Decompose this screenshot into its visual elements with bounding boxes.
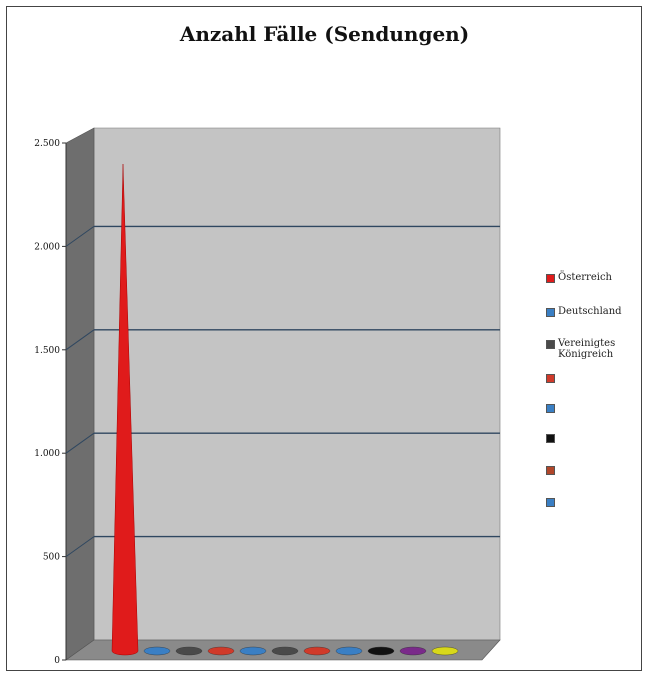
bar-series-9 — [399, 646, 427, 656]
legend-entry: Deutschland — [546, 306, 646, 317]
gridline-side — [65, 329, 95, 351]
legend-entry — [546, 372, 646, 383]
bar-series-1 — [143, 646, 171, 656]
legend-swatch — [546, 434, 555, 443]
bar-series-3 — [207, 646, 235, 656]
legend-entry — [546, 464, 646, 475]
bar-series-10 — [431, 646, 459, 656]
bar-series-6 — [303, 646, 331, 656]
bar-series-7 — [335, 646, 363, 656]
legend-swatch — [546, 274, 555, 283]
y-tick-label: 0 — [54, 656, 60, 666]
bar-series-0 — [111, 164, 139, 656]
side-wall — [65, 127, 95, 661]
legend-entry: Vereinigtes Königreich — [546, 338, 646, 360]
legend-swatch — [546, 308, 555, 317]
y-tick-label: 1.500 — [34, 346, 60, 356]
back-wall — [93, 127, 501, 641]
legend-label: Österreich — [558, 272, 612, 283]
bar-series-8 — [367, 646, 395, 656]
legend-swatch — [546, 340, 555, 349]
legend-swatch — [546, 374, 555, 383]
y-tick-label: 500 — [43, 553, 60, 563]
legend-label: Vereinigtes Königreich — [558, 338, 616, 360]
y-tick-label: 2.500 — [34, 139, 60, 149]
legend-entry — [546, 496, 646, 507]
legend-entry — [546, 432, 646, 443]
legend-swatch — [546, 466, 555, 475]
gridline-side — [65, 536, 95, 558]
legend-swatch — [546, 404, 555, 413]
bar-series-5 — [271, 646, 299, 656]
bar-series-2 — [175, 646, 203, 656]
y-tick-label: 2.000 — [34, 242, 60, 252]
gridline-side — [65, 432, 95, 454]
legend-swatch — [546, 498, 555, 507]
gridline-side — [65, 225, 95, 247]
y-tick-label: 1.000 — [34, 449, 60, 459]
legend-label: Deutschland — [558, 306, 622, 317]
chart-title: Anzahl Fälle (Sendungen) — [179, 22, 470, 46]
bar-series-4 — [239, 646, 267, 656]
legend-entry — [546, 402, 646, 413]
legend-entry: Österreich — [546, 272, 646, 283]
